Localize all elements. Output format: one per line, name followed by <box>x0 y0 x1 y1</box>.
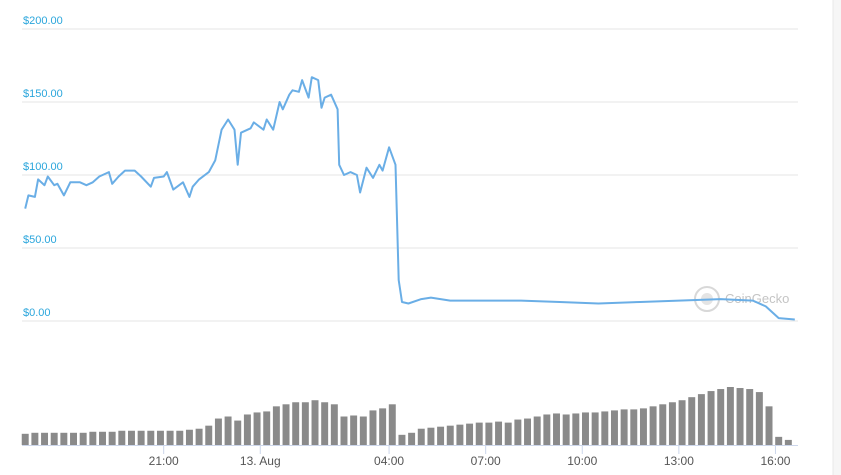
volume-bar <box>292 402 300 445</box>
y-tick-label: $50.00 <box>23 234 57 246</box>
volume-bar <box>398 434 406 445</box>
volume-bar <box>475 422 483 445</box>
volume-bar <box>553 413 560 445</box>
volume-bar <box>359 416 367 445</box>
volume-bar <box>746 389 754 445</box>
volume-bar <box>610 410 618 445</box>
volume-bar <box>582 412 589 445</box>
volume-bar <box>31 432 39 445</box>
volume-bar <box>630 409 638 445</box>
watermark-text: CoinGecko <box>725 291 789 306</box>
volume-bar <box>379 408 387 445</box>
volume-bar <box>99 431 106 445</box>
volume-bar <box>437 426 445 445</box>
volume-bar <box>572 413 580 445</box>
volume-bar <box>562 414 570 445</box>
x-tick-label: 10:00 <box>567 454 597 468</box>
volume-bar <box>70 432 77 445</box>
volume-bar <box>717 389 725 445</box>
volume-bar <box>408 432 416 445</box>
y-tick-label: $150.00 <box>23 88 63 100</box>
volume-bar <box>41 432 49 445</box>
price-line <box>24 76 795 321</box>
volume-bar <box>678 400 686 445</box>
volume-bar <box>688 397 696 445</box>
volume-bar <box>50 432 58 445</box>
volume-bar <box>388 404 396 445</box>
volume-bar <box>543 414 551 445</box>
volume-bar <box>89 431 97 445</box>
volume-bar <box>243 414 251 445</box>
y-tick-label: $200.00 <box>23 15 63 27</box>
volume-bar <box>369 410 377 445</box>
volume-bar <box>524 418 532 445</box>
volume-bar <box>205 425 213 445</box>
volume-bar <box>417 428 425 445</box>
volume-bar <box>118 430 126 445</box>
volume-bar <box>591 412 599 445</box>
volume-bar <box>639 408 647 445</box>
volume-bar <box>668 402 676 445</box>
volume-bar <box>726 387 734 445</box>
volume-bar <box>166 430 174 445</box>
volume-bar <box>127 430 135 445</box>
volume-bar <box>755 392 763 445</box>
volume-bar <box>427 427 435 445</box>
volume-bar <box>659 404 667 445</box>
volume-bar <box>466 423 474 445</box>
volume-bar <box>707 391 715 445</box>
volume-bar <box>533 416 541 445</box>
volume-bar <box>765 406 773 445</box>
volume-bar <box>504 422 512 445</box>
x-tick-label: 16:00 <box>760 454 790 468</box>
volume-bar <box>301 402 309 445</box>
volume-bar <box>485 422 493 445</box>
volume-bar <box>60 432 68 445</box>
volume-bar <box>282 404 290 445</box>
volume-bar <box>514 419 522 445</box>
volume-bar <box>79 432 87 445</box>
scroll-rail <box>833 0 841 475</box>
volume-bar <box>456 424 464 445</box>
volume-bar <box>340 416 348 445</box>
y-tick-label: $0.00 <box>23 307 51 319</box>
volume-bar <box>234 420 242 445</box>
volume-bar <box>446 425 454 445</box>
x-tick-label: 13:00 <box>664 454 694 468</box>
volume-bar <box>224 416 232 445</box>
volume-bar <box>137 430 145 445</box>
volume-bar <box>21 433 29 445</box>
x-tick-label: 07:00 <box>471 454 501 468</box>
volume-bar <box>784 439 792 445</box>
volume-bar <box>253 412 261 445</box>
volume-bar <box>185 429 193 445</box>
x-tick-label: 13. Aug <box>240 454 281 468</box>
volume-bar <box>775 436 783 445</box>
volume-bar <box>195 428 203 445</box>
volume-bar <box>147 430 155 445</box>
x-tick-label: 04:00 <box>374 454 404 468</box>
volume-bar <box>214 418 222 445</box>
volume-bar <box>272 406 280 445</box>
volume-bar <box>601 411 609 445</box>
volume-bar <box>321 402 329 445</box>
volume-bar <box>350 415 358 445</box>
x-tick-label: 21:00 <box>149 454 179 468</box>
y-tick-label: $100.00 <box>23 161 63 173</box>
volume-bar <box>495 421 503 445</box>
volume-bar <box>263 411 271 445</box>
volume-bar <box>620 409 628 445</box>
volume-bar <box>736 388 744 445</box>
volume-bar <box>156 430 164 445</box>
volume-bar <box>649 406 657 445</box>
volume-bar <box>697 394 705 445</box>
volume-bar <box>108 431 116 445</box>
volume-bar <box>330 404 338 445</box>
volume-bar <box>176 430 184 445</box>
volume-bar <box>311 400 319 445</box>
